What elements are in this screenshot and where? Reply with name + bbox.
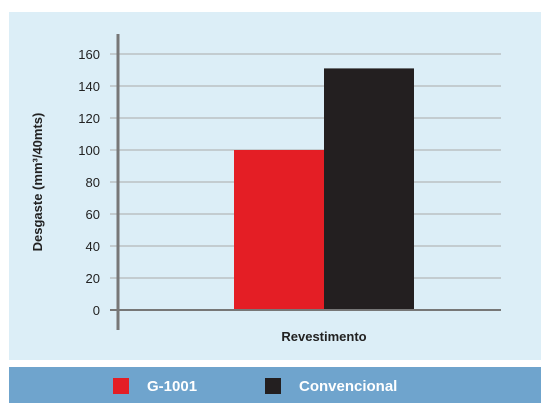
plot-panel: 0 20 40 60 80 100 120 140 160 Desgaste (mm³/40mt… <box>9 12 541 360</box>
y-tick-label: 0 <box>93 303 100 318</box>
bar-g-1001 <box>234 150 324 310</box>
legend-label-g1001: G-1001 <box>147 377 198 395</box>
bar-convencional <box>324 68 414 311</box>
y-tick-label: 40 <box>86 239 100 254</box>
y-tick-label: 60 <box>86 207 100 222</box>
x-axis-label: Revestimento <box>281 329 366 344</box>
bars <box>234 68 414 311</box>
y-tick-label: 160 <box>78 47 100 62</box>
legend-label-convencional: Convencional <box>299 377 398 395</box>
axes <box>110 34 501 330</box>
legend-item-g1001: G-1001 <box>113 377 197 395</box>
legend: G-1001 Convencional <box>9 367 541 403</box>
y-tick-label: 20 <box>86 271 100 286</box>
y-tick-labels: 0 20 40 60 80 100 120 140 160 <box>78 47 100 318</box>
y-tick-label: 140 <box>78 79 100 94</box>
legend-swatch-g1001 <box>113 378 129 394</box>
y-tick-label: 100 <box>78 143 100 158</box>
y-tick-label: 80 <box>86 175 100 190</box>
y-axis-label: Desgaste (mm³/40mts) <box>30 113 45 252</box>
legend-item-convencional: Convencional <box>265 377 397 395</box>
y-tick-label: 120 <box>78 111 100 126</box>
legend-swatch-convencional <box>265 378 281 394</box>
bar-chart: 0 20 40 60 80 100 120 140 160 Desgaste (mm³/40mt… <box>30 34 501 344</box>
